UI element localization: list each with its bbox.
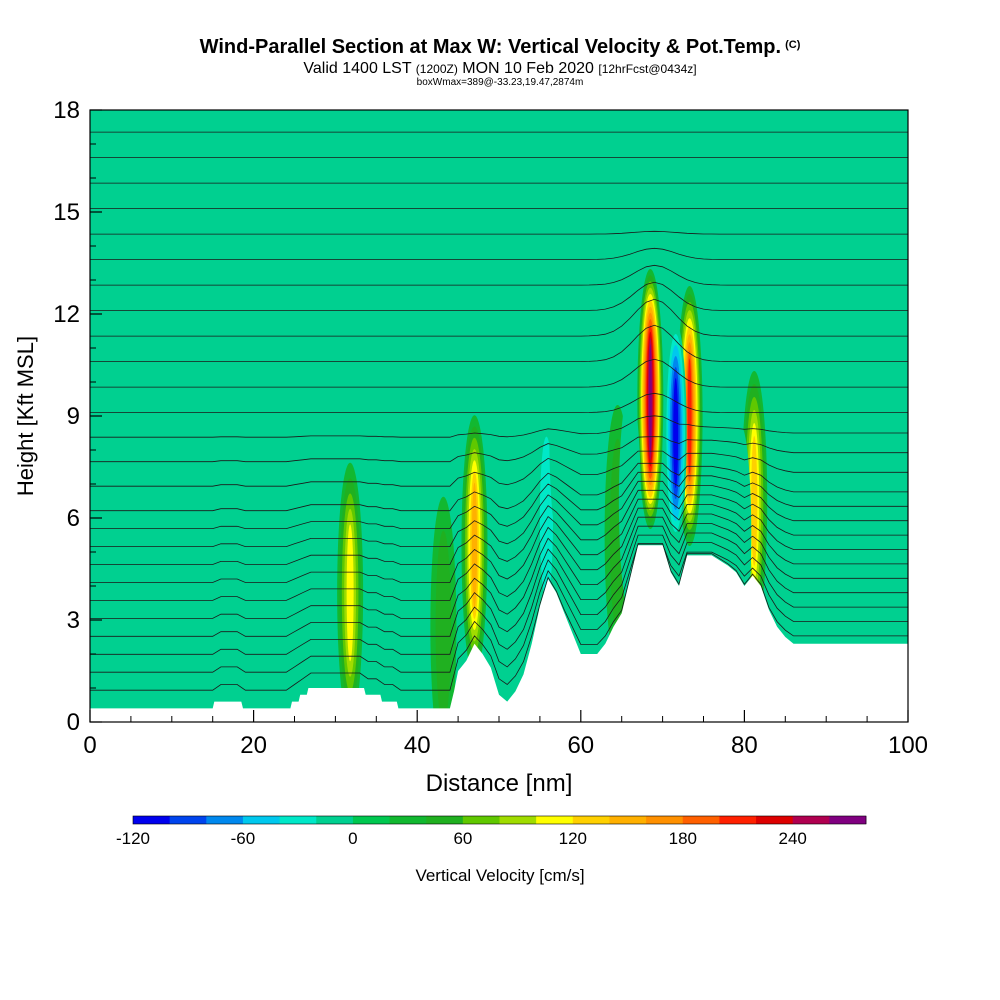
copyright-mark: (C) (785, 39, 801, 51)
y-tick-label: 12 (53, 301, 80, 328)
colorbar-tick-label: -60 (231, 829, 256, 848)
x-tick-label: 60 (567, 732, 594, 759)
isentrope-line (90, 480, 908, 547)
colorbar-swatch (242, 816, 280, 824)
colorbar-swatch (572, 816, 610, 824)
x-tick-label: 0 (83, 732, 96, 759)
isentrope-line (90, 230, 908, 235)
colorbar-tick-label: 240 (779, 829, 807, 848)
isentrope-line (90, 298, 908, 337)
y-tick-label: 18 (53, 97, 80, 124)
isentrope-line (90, 358, 908, 388)
isentrope-line (90, 543, 908, 673)
valid-utc: (1200Z) (415, 62, 458, 76)
colorbar-swatch (133, 816, 171, 824)
colorbar-swatch (719, 816, 757, 824)
x-axis-label: Distance [nm] (426, 770, 573, 797)
updraft-contour (687, 358, 692, 474)
isentrope-line (90, 415, 908, 438)
isentrope-line (90, 516, 908, 619)
isentrope-line (90, 392, 908, 413)
colorbar-swatch (499, 816, 537, 824)
box-info: boxWmax=389@-33.23,19.47,2874m (416, 77, 584, 88)
colorbar-swatch (316, 816, 354, 824)
colorbar-tick-label: 60 (453, 829, 472, 848)
chart-title: Wind-Parallel Section at Max W: Vertical… (0, 36, 1000, 59)
colorbar-label: Vertical Velocity [cm/s] (415, 866, 584, 885)
colorbar-swatch (279, 816, 317, 824)
isentrope-line (90, 498, 908, 583)
isentrope-line (90, 534, 908, 655)
updraft-contour (648, 344, 652, 454)
colorbar-swatch (792, 816, 830, 824)
x-axis: 0 20 40 60 80 100 (83, 710, 928, 759)
isentrope-line (90, 281, 908, 311)
y-tick-label: 6 (67, 505, 80, 532)
y-tick-label: 0 (67, 709, 80, 736)
forecast-info: [12hrFcst@0434z] (598, 62, 697, 76)
y-axis-label: Height [Kft MSL] (13, 336, 38, 496)
isentrope-line (90, 436, 908, 463)
colorbar-swatch (756, 816, 794, 824)
colorbar-swatch (169, 816, 207, 824)
updraft-contour (751, 436, 758, 566)
downdraft-contour (673, 378, 679, 488)
updraft-contour (471, 482, 478, 608)
isentrope-line (90, 462, 908, 512)
downdraft-contour (549, 326, 572, 547)
terrain (90, 545, 908, 722)
y-axis: 0 3 6 9 12 15 18 (53, 97, 102, 736)
isentrope-line (90, 489, 908, 565)
isentrope-line (90, 543, 908, 691)
plot-area (90, 110, 908, 722)
colorbar-swatch (646, 816, 684, 824)
isentrope-line (90, 471, 908, 529)
colorbar-swatch (462, 816, 500, 824)
chart-subtitle: Valid 1400 LST (1200Z) MON 10 Feb 2020 [… (0, 60, 1000, 78)
isentrope-line (90, 264, 908, 286)
updraft-contour (435, 530, 452, 722)
x-tick-label: 40 (404, 732, 431, 759)
vertical-velocity-field (337, 269, 768, 722)
potential-temperature-contours (90, 131, 908, 691)
x-tick-label: 80 (731, 732, 758, 759)
isentrope-line (90, 450, 908, 487)
colorbar-swatch (426, 816, 464, 824)
colorbar-swatch (609, 816, 647, 824)
colorbar-frame (132, 815, 867, 825)
updraft-contour (346, 524, 354, 662)
chart-title-text: Wind-Parallel Section at Max W: Vertical… (199, 36, 782, 58)
colorbar-swatch (206, 816, 244, 824)
isentrope-line (90, 525, 908, 637)
x-tick-label: 20 (240, 732, 267, 759)
y-tick-label: 15 (53, 199, 80, 226)
downdraft-contour (539, 436, 554, 600)
y-tick-label: 3 (67, 607, 80, 634)
x-tick-label: 100 (888, 732, 928, 759)
colorbar-tick-label: 120 (559, 829, 587, 848)
colorbar-swatch (536, 816, 574, 824)
colorbar-tick-label: 180 (669, 829, 697, 848)
valid-date: MON 10 Feb 2020 (462, 60, 594, 77)
valid-time: Valid 1400 LST (303, 60, 412, 77)
colorbar: -120 -60 0 60 120 180 240 (116, 815, 867, 848)
colorbar-swatch (682, 816, 720, 824)
colorbar-swatch (829, 816, 867, 824)
colorbar-swatch (352, 816, 390, 824)
colorbar-tick-label: -120 (116, 829, 150, 848)
isentrope-line (90, 247, 908, 260)
isentrope-line (90, 507, 908, 601)
isentrope-line (90, 324, 908, 362)
colorbar-tick-label: 0 (348, 829, 357, 848)
colorbar-swatch (389, 816, 427, 824)
y-tick-label: 9 (67, 403, 80, 430)
